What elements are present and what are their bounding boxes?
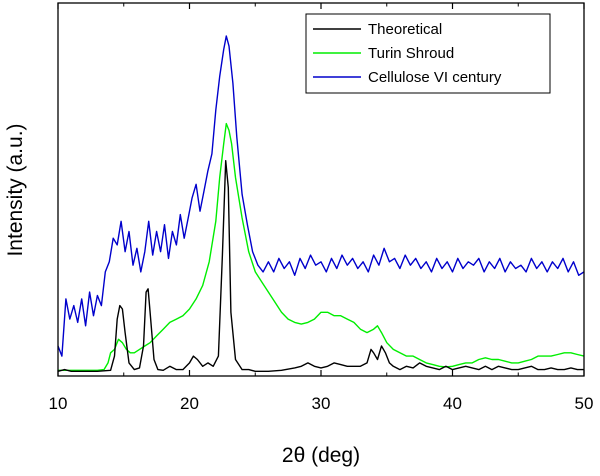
legend: Theoretical Turin Shroud Cellulose VI ce…: [305, 13, 551, 94]
legend-label-cellulose: Cellulose VI century: [368, 69, 502, 86]
series-line-turin-shroud: [58, 122, 585, 371]
x-tick-label: 50: [575, 394, 594, 413]
x-tick-label: 40: [443, 394, 462, 413]
tick-layer: 10 20 30 40 50: [49, 3, 594, 413]
x-tick-label: 20: [180, 394, 199, 413]
series-layer: [57, 35, 585, 372]
legend-box: [305, 13, 551, 94]
x-tick-label: 30: [312, 394, 331, 413]
series-line-theoretical: [57, 160, 584, 372]
x-axis-title: 2θ (deg): [282, 444, 360, 467]
y-axis-title: Intensity (a.u.): [4, 123, 27, 256]
legend-label-turin-shroud: Turin Shroud: [368, 45, 454, 62]
legend-label-theoretical: Theoretical: [368, 21, 442, 38]
series-line-cellulose-vi-century: [57, 35, 585, 357]
x-tick-label: 10: [49, 394, 68, 413]
